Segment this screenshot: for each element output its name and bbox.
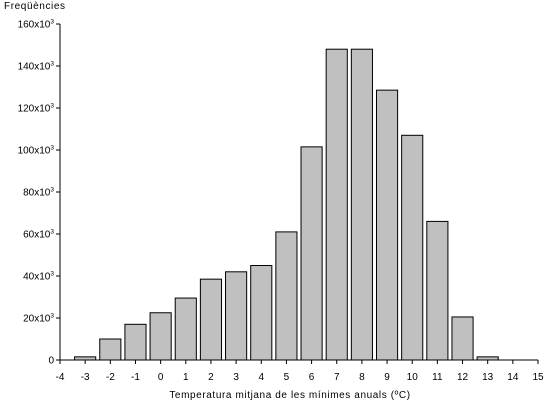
x-tick-label: 13	[482, 372, 494, 383]
bar-0	[149, 312, 172, 361]
y-tick-label: 100x103	[18, 145, 55, 157]
bar-1	[174, 297, 197, 361]
x-tick-label: 3	[233, 372, 239, 383]
bar--1	[124, 323, 147, 361]
bar-2	[199, 278, 223, 361]
y-tick-label: 40x103	[23, 271, 54, 283]
y-tick-label: 0	[48, 356, 54, 367]
x-tick-label: 2	[208, 372, 214, 383]
x-tick-label: 6	[309, 372, 315, 383]
y-tick-label: 140x103	[18, 61, 55, 73]
x-tick-label: 0	[158, 372, 164, 383]
y-tick-label: 120x103	[18, 103, 55, 115]
x-tick-label: 5	[284, 372, 290, 383]
x-tick-label: 15	[532, 372, 544, 383]
y-tick-label: 60x103	[23, 229, 54, 241]
x-tick-label: -3	[81, 372, 90, 383]
x-tick-label: 1	[183, 372, 189, 383]
x-tick-labels: -4 -3 -2 -1 0 1 2 3 4 5 6 7 8 9 10 11 12 13 14 15	[56, 372, 544, 383]
x-tick-label: 11	[432, 372, 443, 383]
bar-4	[250, 265, 273, 361]
y-tick-label: 20x103	[23, 313, 54, 325]
bar-10	[401, 134, 424, 361]
bar-12	[451, 316, 474, 361]
x-tick-label: 12	[457, 372, 469, 383]
x-tick-label: -4	[56, 372, 65, 383]
bar-8	[350, 48, 373, 361]
x-tick-label: 10	[407, 372, 419, 383]
x-tick-label: 7	[334, 372, 340, 383]
x-axis-title: Temperatura mitjana de les mínimes anual…	[169, 390, 410, 400]
bar--2	[99, 338, 122, 361]
bars-layer	[74, 48, 499, 361]
x-tick-label: -1	[131, 372, 140, 383]
bar-6	[300, 146, 323, 361]
x-tick-label: 9	[384, 372, 390, 383]
x-tick-label: 8	[359, 372, 365, 383]
bar-9	[375, 89, 399, 361]
bar-5	[275, 231, 298, 361]
y-tick-label: 80x103	[23, 187, 54, 199]
y-axis-title: Freqüències	[4, 1, 66, 12]
x-tick-label: 14	[507, 372, 519, 383]
axes	[56, 23, 539, 364]
bar-7	[325, 48, 348, 361]
y-tick-label: 160x103	[18, 19, 55, 31]
x-tick-label: 4	[258, 372, 264, 383]
bar-3	[225, 271, 248, 361]
y-tick-labels: 0 20x103 40x103 60x103 80x103 100x103 120x103 1…	[18, 19, 55, 367]
bar-11	[426, 220, 449, 361]
x-tick-label: -2	[106, 372, 115, 383]
